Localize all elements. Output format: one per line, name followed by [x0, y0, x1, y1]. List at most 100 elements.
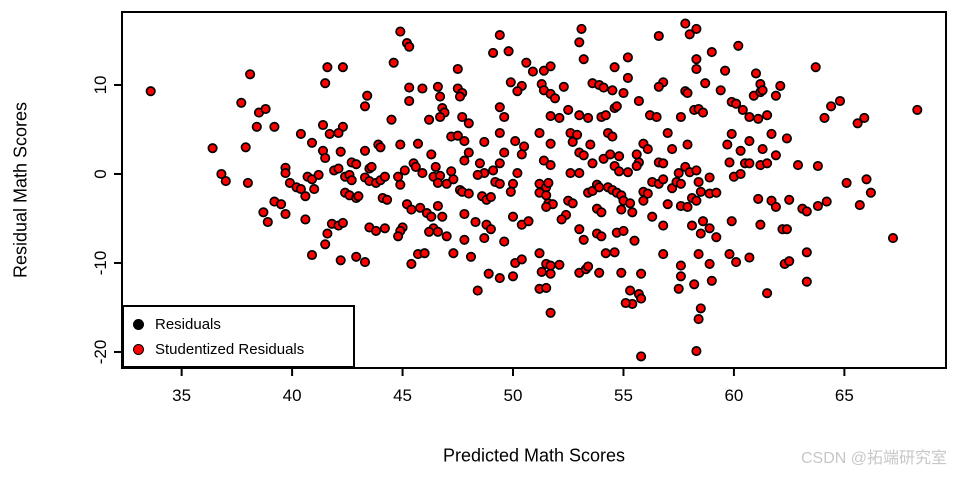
data-point: [258, 207, 269, 218]
data-point: [379, 223, 390, 234]
data-point: [627, 207, 638, 218]
data-point: [505, 77, 516, 88]
data-point: [706, 47, 717, 58]
data-point: [317, 119, 329, 131]
data-point: [432, 200, 443, 212]
data-point: [600, 248, 611, 259]
data-point: [631, 160, 642, 172]
data-point: [558, 81, 569, 92]
data-point: [280, 168, 291, 179]
data-point: [852, 118, 863, 129]
data-point: [426, 149, 437, 160]
data-point: [715, 85, 726, 96]
data-point: [483, 268, 494, 279]
data-point: [631, 149, 642, 160]
data-point: [388, 57, 399, 68]
data-point: [521, 57, 532, 68]
data-point: [726, 128, 737, 139]
data-point: [691, 63, 702, 75]
data-point: [541, 201, 552, 212]
data-point: [642, 144, 653, 155]
data-point: [459, 234, 470, 245]
data-point: [642, 188, 653, 199]
data-point: [541, 282, 552, 293]
data-point: [695, 303, 706, 314]
data-point: [437, 211, 448, 222]
data-point: [382, 194, 393, 205]
data-point: [651, 111, 662, 123]
data-point: [432, 177, 443, 188]
x-tick-label: 35: [172, 386, 191, 405]
data-point: [432, 81, 443, 92]
data-point: [622, 167, 633, 178]
data-point: [545, 268, 556, 279]
data-point: [459, 136, 470, 147]
data-point: [545, 307, 556, 318]
data-point: [826, 101, 837, 112]
data-point: [693, 249, 704, 260]
y-tick-label: -20: [91, 340, 110, 365]
data-point: [810, 62, 821, 73]
data-point: [485, 224, 496, 235]
legend-label: Studentized Residuals: [155, 340, 305, 358]
data-point: [675, 271, 686, 282]
data-point: [295, 184, 306, 195]
data-point: [337, 62, 348, 73]
data-point: [424, 114, 435, 125]
data-point: [697, 107, 709, 118]
data-point: [507, 271, 519, 282]
data-point: [812, 160, 823, 172]
data-point: [541, 190, 552, 201]
data-point: [733, 40, 744, 51]
data-point: [596, 231, 607, 242]
data-point: [404, 95, 415, 107]
data-point: [262, 216, 273, 228]
data-point: [801, 276, 812, 287]
x-tick-label: 55: [614, 386, 633, 405]
data-point: [395, 179, 406, 190]
data-point: [527, 66, 538, 77]
data-point: [494, 30, 505, 41]
data-point: [682, 87, 693, 99]
data-point: [576, 23, 587, 34]
data-point: [488, 47, 499, 58]
data-point: [322, 62, 333, 73]
data-point: [686, 220, 698, 231]
data-point: [505, 186, 516, 197]
data-point: [393, 231, 404, 242]
data-point: [507, 211, 519, 222]
data-point: [441, 231, 452, 242]
data-point: [538, 155, 549, 166]
data-point: [479, 233, 490, 244]
data-point: [426, 211, 437, 222]
data-point: [695, 228, 706, 239]
data-point: [675, 178, 686, 189]
data-point: [792, 160, 804, 171]
data-point: [691, 54, 702, 65]
data-point: [854, 200, 865, 211]
data-point: [320, 239, 331, 250]
data-point: [700, 78, 711, 89]
data-point: [393, 171, 404, 182]
data-point: [245, 69, 256, 80]
data-point: [465, 251, 477, 262]
data-point: [295, 128, 306, 139]
data-point: [554, 112, 565, 123]
data-point: [583, 112, 594, 123]
data-point: [684, 29, 695, 40]
data-point: [545, 138, 556, 149]
data-point: [545, 160, 556, 171]
data-point: [691, 195, 702, 206]
data-point: [499, 147, 510, 158]
x-tick-label: 65: [835, 386, 854, 405]
data-point: [494, 102, 505, 113]
data-point: [574, 168, 585, 179]
data-point: [335, 255, 346, 266]
data-point: [419, 248, 430, 259]
data-point: [300, 191, 311, 202]
data-point: [614, 166, 625, 177]
data-point: [667, 144, 678, 155]
data-point: [865, 187, 876, 198]
data-point: [744, 252, 755, 263]
data-point: [410, 161, 421, 172]
